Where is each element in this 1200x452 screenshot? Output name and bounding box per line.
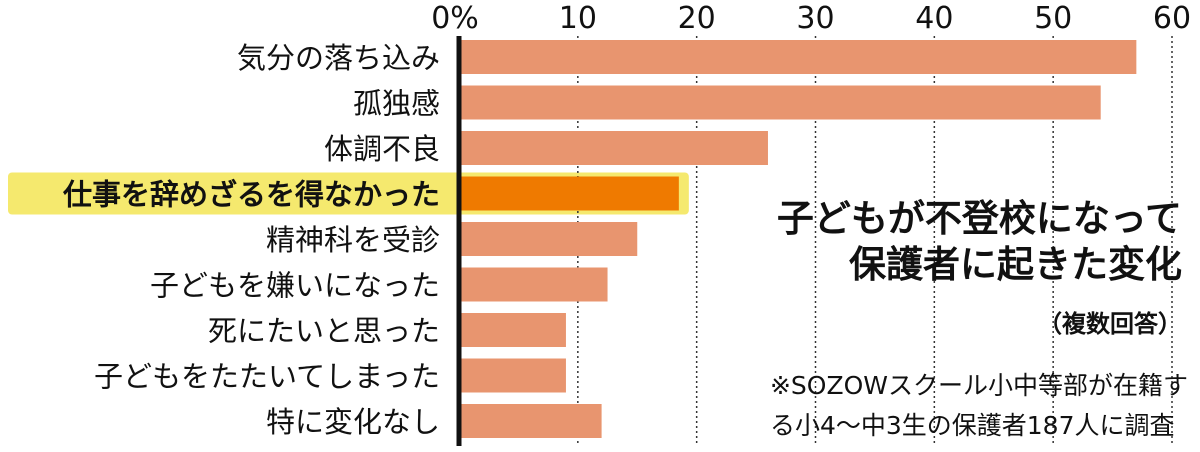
- category-label: 死にたいと思った: [208, 314, 440, 348]
- bar: [459, 85, 1101, 120]
- bar: [459, 222, 638, 256]
- category-label: 子どもをたたいてしまった: [94, 360, 440, 394]
- category-label: 気分の落ち込み: [237, 41, 440, 75]
- x-tick-label: 60: [1153, 1, 1191, 36]
- x-tick-label: 0%: [431, 1, 479, 36]
- bar: [459, 131, 768, 165]
- bar: [459, 358, 566, 393]
- chart-title: 子どもが不登校になって 保護者に起きた変化: [777, 196, 1182, 288]
- x-tick-label: 10: [559, 1, 597, 36]
- bar: [459, 176, 679, 211]
- footnote-line-1: ※SOZOWスクール小中等部が在籍す: [769, 371, 1188, 400]
- category-label: 特に変化なし: [266, 405, 440, 439]
- chart-subtitle: （複数回答）: [1038, 310, 1182, 338]
- survey-footnote: ※SOZOWスクール小中等部が在籍す る小4～中3生の保護者187人に調査: [770, 366, 1188, 446]
- bar: [459, 313, 566, 347]
- bar: [459, 404, 602, 438]
- footnote-line-2: る小4～中3生の保護者187人に調査: [769, 411, 1175, 440]
- x-tick-label: 50: [1034, 1, 1072, 36]
- x-tick-label: 20: [678, 1, 716, 36]
- category-label: 子どもを嫌いになった: [150, 269, 440, 303]
- category-label: 孤独感: [353, 87, 440, 121]
- category-label: 体調不良: [324, 132, 440, 166]
- category-label: 精神科を受診: [266, 223, 440, 257]
- x-tick-label: 30: [796, 1, 834, 36]
- x-tick-label: 40: [915, 1, 953, 36]
- category-label: 仕事を辞めざるを得なかった: [62, 178, 440, 212]
- bar: [459, 40, 1137, 74]
- chart-title-line-2: 保護者に起きた変化: [849, 243, 1182, 286]
- bar: [459, 267, 608, 302]
- chart-title-line-1: 子どもが不登校になって: [776, 197, 1182, 240]
